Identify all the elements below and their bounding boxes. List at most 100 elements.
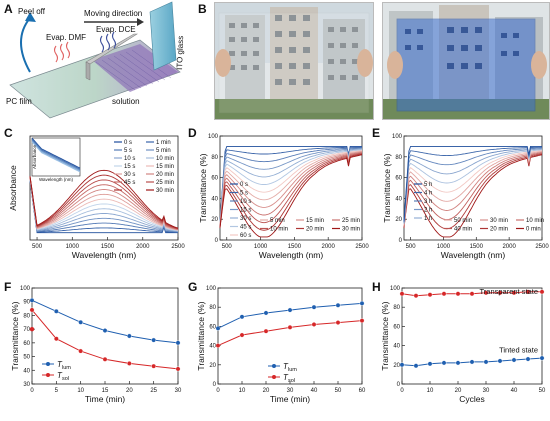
data-point <box>78 348 84 354</box>
y-tick-label: 80 <box>393 305 400 311</box>
y-tick-label: 0 <box>399 238 403 244</box>
data-point <box>287 307 293 313</box>
data-point <box>399 291 405 297</box>
data-point <box>311 304 317 310</box>
y-tick-label: 100 <box>392 134 403 140</box>
y-tick-label: 80 <box>23 313 30 319</box>
x-axis-label: Time (min) <box>85 394 125 404</box>
inset-line <box>31 140 81 171</box>
data-point <box>102 356 108 362</box>
schematic: Peel off Moving direction Evap. DMF Evap… <box>6 1 185 119</box>
panel-e-label: E <box>372 126 381 140</box>
y-tick-label: 70 <box>23 327 30 333</box>
spectrum-line <box>403 154 543 238</box>
spectrum-line <box>403 146 543 223</box>
legend-label: 25 min <box>342 218 360 224</box>
line-chart-h: 0 10 20 30 40 50 0 20 40 60 80 100 Cycles Transmittan… <box>380 286 546 404</box>
line-chart-g: 0 10 20 30 40 50 60 0 20 40 60 80 100 Time (min) Trans… <box>196 286 366 404</box>
series-line <box>217 320 363 347</box>
data-point <box>455 291 461 297</box>
legend-label: 1 min <box>156 140 171 146</box>
panel-e: E 500 1000 1500 2000 2500 0 20 40 60 80 100 Wavelen… <box>370 126 550 270</box>
legend-label: 30 s <box>124 172 135 178</box>
absorbance-line <box>29 180 179 233</box>
x-tick-label: 10 <box>77 388 84 394</box>
data-point <box>483 359 489 365</box>
y-axis-label: Transmittance (%) <box>10 301 20 370</box>
data-point <box>151 337 157 343</box>
data-point <box>413 363 419 369</box>
legend-label: 15 min <box>156 164 174 170</box>
x-tick-label: 2500 <box>535 244 549 250</box>
absorbance-line <box>29 177 179 230</box>
y-axis-label: Transmittance (%) <box>198 153 208 222</box>
absorbance-line <box>29 178 179 231</box>
plot-frame <box>219 135 363 241</box>
line-chart-f: 0 5 10 15 20 25 30 30 40 50 60 70 80 90 100 Time (min) T… <box>10 286 182 404</box>
y-tick-label: 100 <box>20 286 31 292</box>
annotation-transparent: Transparent state <box>479 287 538 296</box>
spectrum-line <box>403 147 542 223</box>
x-tick-label: 1000 <box>437 244 451 250</box>
data-point <box>359 318 365 324</box>
x-tick-label: 500 <box>32 244 43 250</box>
legend-label: 4 h <box>424 191 432 197</box>
legend-label: 15 s <box>240 208 251 214</box>
legend-label: 20 min <box>306 227 324 233</box>
data-point <box>311 322 317 327</box>
legend-marker <box>46 362 50 366</box>
spectrum-line <box>403 149 543 225</box>
x-axis-label: Cycles <box>459 394 485 404</box>
absorbance-line <box>29 177 179 230</box>
y-tick-label: 40 <box>23 368 30 374</box>
panel-a-label: A <box>4 2 13 16</box>
y-tick-label: 80 <box>395 155 402 161</box>
pc-text: PC film <box>6 97 32 106</box>
data-point <box>497 290 503 296</box>
legend-marker <box>46 373 50 377</box>
spectra-chart-e: 500 1000 1500 2000 2500 0 20 40 60 80 100 Wavelengt… <box>382 134 549 260</box>
spectrum-line <box>403 151 543 227</box>
legend-label: 10 min <box>270 227 288 233</box>
solution-text: solution <box>112 97 140 106</box>
data-point <box>483 290 489 296</box>
legend-label: 20 min <box>490 227 508 233</box>
legend-label: 60 s <box>240 233 251 239</box>
y-tick-label: 40 <box>211 196 218 202</box>
data-point <box>29 307 35 313</box>
peel-arrow <box>20 17 31 73</box>
x-tick-label: 30 <box>175 388 182 394</box>
ito-text: ITO glass <box>175 36 185 70</box>
panel-b-label: B <box>198 2 207 16</box>
legend-label: 3 h <box>424 199 432 205</box>
x-tick-label: 20 <box>455 388 462 394</box>
panel-f: F 0 5 10 15 20 25 30 30 40 50 60 70 80 90 100 Time (min… <box>0 280 186 416</box>
legend-label: 2 h <box>424 208 432 214</box>
data-point <box>335 320 341 325</box>
y-tick-label: 50 <box>23 355 30 361</box>
inset-line <box>31 139 81 170</box>
data-point <box>469 291 475 297</box>
legend-label: 0 min <box>526 227 541 233</box>
x-tick-label: 40 <box>311 388 318 394</box>
legend-label: 0 s <box>240 182 248 188</box>
dmf-text: Evap. DMF <box>46 33 86 42</box>
spectrum-line <box>219 148 363 224</box>
y-tick-label: 20 <box>395 217 402 223</box>
y-tick-label: 80 <box>211 155 218 161</box>
legend-label: 5 min <box>270 218 285 224</box>
y-tick-label: 90 <box>23 300 30 306</box>
inset-y-label: Absorbance <box>32 145 37 170</box>
spectrum-line <box>403 150 543 226</box>
absorbance-line <box>29 180 178 234</box>
legend-marker <box>272 364 276 368</box>
legend-label: 30 min <box>490 218 508 224</box>
absorbance-line <box>29 179 179 233</box>
legend-marker <box>272 375 276 379</box>
data-point <box>239 314 245 320</box>
spectrum-line <box>219 152 363 227</box>
absorbance-line <box>29 179 179 232</box>
spectrum-line <box>219 150 363 225</box>
data-point <box>29 297 35 303</box>
x-tick-label: 60 <box>359 388 366 394</box>
